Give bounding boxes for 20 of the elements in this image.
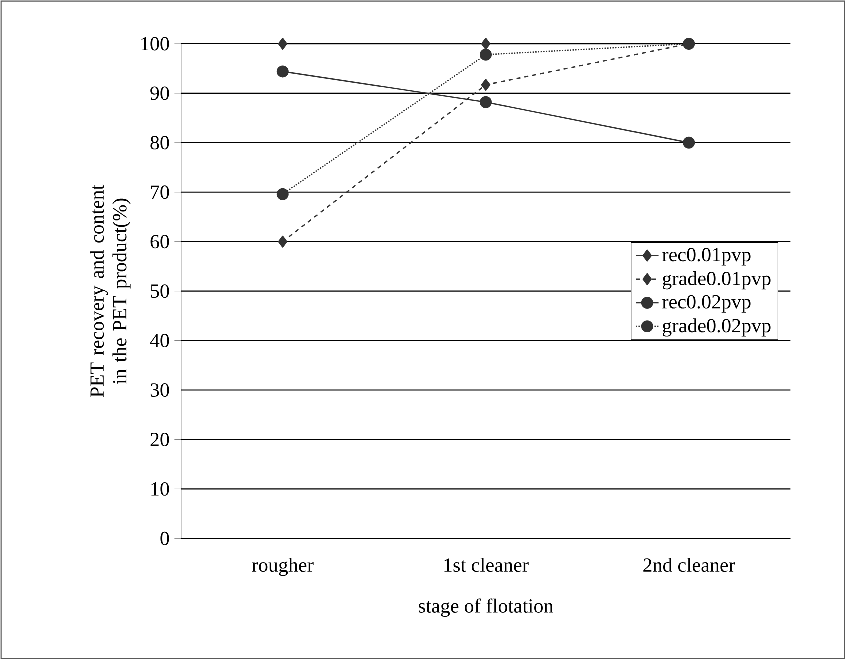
legend-label: rec0.01pvp — [662, 248, 751, 266]
y-tick-label: 0 — [160, 532, 170, 546]
y-tick-label: 40 — [150, 334, 170, 348]
y-tick-label: 80 — [150, 136, 170, 150]
x-tick-label: 1st cleaner — [444, 558, 529, 572]
y-axis-title: PET recovery and content in the PET product(%) — [90, 184, 131, 398]
y-tick-label: 90 — [150, 86, 170, 100]
legend-label: grade0.02pvp — [662, 318, 771, 337]
legend-label: rec0.02pvp — [662, 295, 751, 313]
y-tick-label: 100 — [142, 37, 170, 51]
y-tick-label: 60 — [150, 235, 170, 249]
legend-label: grade0.01pvp — [662, 271, 771, 290]
y-tick-label: 50 — [151, 284, 170, 298]
y-tick-label: 30 — [150, 384, 170, 397]
x-tick-label: rougher — [252, 558, 314, 576]
y-tick-label: 20 — [150, 432, 170, 446]
y-tick-label: 10 — [152, 482, 170, 496]
x-axis-title: stage of flotation — [419, 598, 554, 618]
y-tick-label: 70 — [151, 186, 170, 200]
x-tick-label: 2nd cleaner — [644, 558, 736, 572]
